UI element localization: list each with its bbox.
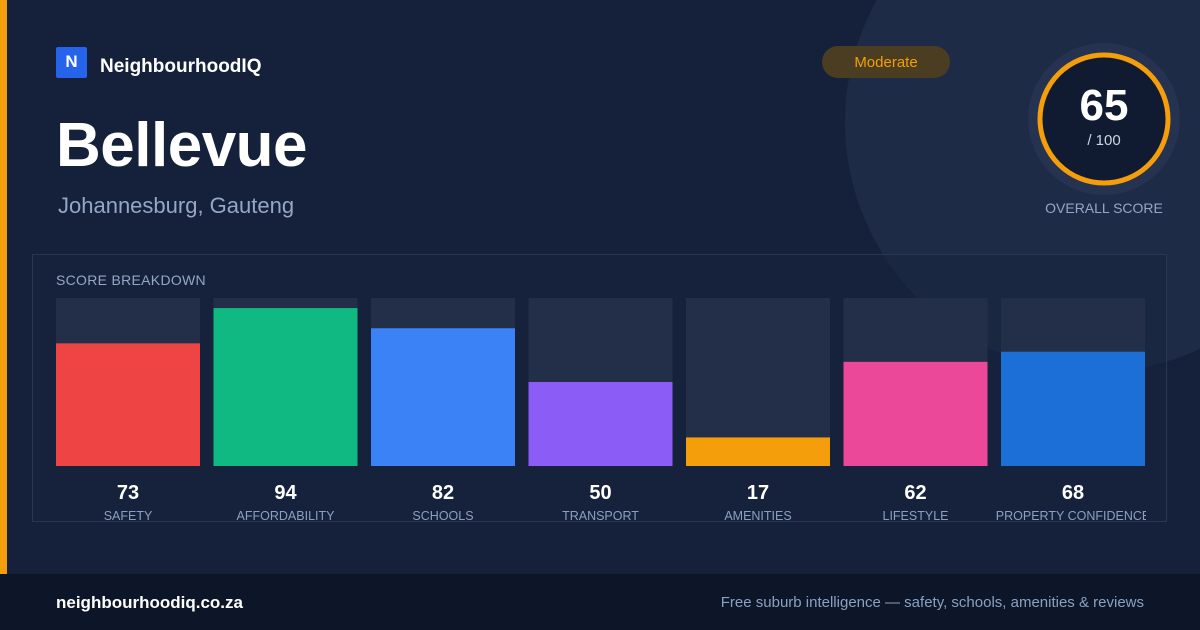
overall-score-value: 65 <box>1079 81 1129 130</box>
bar-label-transport: TRANSPORT <box>562 509 639 523</box>
bar-label-property-confidence: PROPERTY CONFIDENCE <box>996 509 1146 523</box>
footer-domain-link[interactable]: neighbourhoodiq.co.za <box>56 593 243 612</box>
bar-affordability <box>213 308 358 466</box>
bar-value-property-confidence: 68 <box>1062 482 1084 504</box>
bar-value-transport: 50 <box>589 482 611 504</box>
bar-value-schools: 82 <box>432 482 454 504</box>
breakdown-bar-chart: 73 SAFETY 94 AFFORDABILITY 82 SCHOOLS 50 TRANSP… <box>56 298 1146 523</box>
bar-schools <box>371 328 515 466</box>
bar-value-affordability: 94 <box>274 482 297 504</box>
bar-value-safety: 73 <box>117 482 139 504</box>
rating-badge: Moderate <box>822 46 950 78</box>
bar-label-affordability: AFFORDABILITY <box>237 509 336 523</box>
score-ring-inner <box>1040 55 1168 183</box>
footer: neighbourhoodiq.co.za Free suburb intell… <box>0 574 1200 630</box>
bar-lifestyle <box>843 361 988 466</box>
share-card: N NeighbourhoodIQ Bellevue Johannesburg,… <box>0 0 1200 574</box>
score-ring-arc <box>1037 52 1171 186</box>
bar-value-lifestyle: 62 <box>904 482 926 504</box>
accent-bar <box>0 0 7 574</box>
score-ring-svg <box>1028 43 1180 195</box>
bar-safety <box>56 343 200 466</box>
overall-score-ring: 65 / 100 <box>1028 43 1180 195</box>
suburb-location: Johannesburg, Gauteng <box>58 193 295 218</box>
suburb-title: Bellevue <box>56 111 308 180</box>
bar-property-confidence <box>1001 351 1145 466</box>
bar-amenities <box>686 437 830 466</box>
breakdown-title: SCORE BREAKDOWN <box>56 272 206 288</box>
bar-label-amenities: AMENITIES <box>724 509 791 523</box>
bar-label-schools: SCHOOLS <box>412 509 473 523</box>
overall-score-max: / 100 <box>1087 132 1121 149</box>
bar-label-safety: SAFETY <box>104 509 153 523</box>
brand-logo-icon: N <box>56 46 87 78</box>
bar-value-amenities: 17 <box>747 482 769 504</box>
overall-score-caption: OVERALL SCORE <box>1045 200 1163 216</box>
brand[interactable]: N NeighbourhoodIQ <box>56 46 261 78</box>
bar-transport <box>528 382 673 466</box>
score-breakdown-panel: SCORE BREAKDOWN 73 SAFETY 94 AFFORDABILITY 8… <box>32 254 1167 523</box>
footer-tagline: Free suburb intelligence — safety, schoo… <box>720 594 1144 611</box>
bar-label-lifestyle: LIFESTYLE <box>883 509 949 523</box>
brand-name: NeighbourhoodIQ <box>100 56 262 77</box>
